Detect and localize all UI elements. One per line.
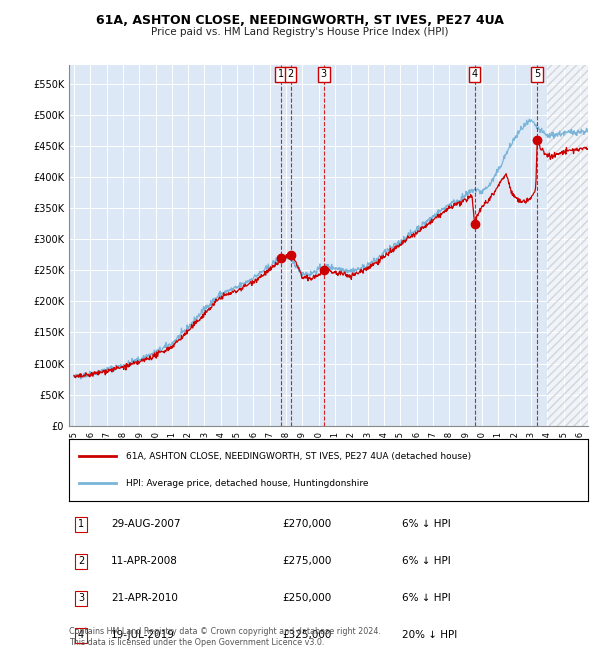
Text: 3: 3: [321, 70, 327, 79]
Text: HPI: Average price, detached house, Huntingdonshire: HPI: Average price, detached house, Hunt…: [126, 478, 368, 488]
Text: 3: 3: [78, 593, 84, 603]
Text: 2: 2: [287, 70, 294, 79]
Text: 6% ↓ HPI: 6% ↓ HPI: [402, 593, 451, 603]
Text: 21-APR-2010: 21-APR-2010: [111, 593, 178, 603]
Text: 20% ↓ HPI: 20% ↓ HPI: [402, 630, 457, 640]
Text: £250,000: £250,000: [282, 593, 331, 603]
Text: Price paid vs. HM Land Registry's House Price Index (HPI): Price paid vs. HM Land Registry's House …: [151, 27, 449, 37]
Text: £325,000: £325,000: [282, 630, 331, 640]
Text: 61A, ASHTON CLOSE, NEEDINGWORTH, ST IVES, PE27 4UA (detached house): 61A, ASHTON CLOSE, NEEDINGWORTH, ST IVES…: [126, 452, 471, 461]
Text: 6% ↓ HPI: 6% ↓ HPI: [402, 556, 451, 566]
Text: 6% ↓ HPI: 6% ↓ HPI: [402, 519, 451, 529]
Text: 4: 4: [472, 70, 478, 79]
Bar: [547, 53, 588, 426]
Text: 2: 2: [78, 556, 84, 566]
Text: 11-APR-2008: 11-APR-2008: [111, 556, 178, 566]
Text: 61A, ASHTON CLOSE, NEEDINGWORTH, ST IVES, PE27 4UA: 61A, ASHTON CLOSE, NEEDINGWORTH, ST IVES…: [96, 14, 504, 27]
Text: Contains HM Land Registry data © Crown copyright and database right 2024.
This d: Contains HM Land Registry data © Crown c…: [69, 627, 381, 647]
Text: 1: 1: [78, 519, 84, 529]
Text: £270,000: £270,000: [282, 519, 331, 529]
Text: 1: 1: [277, 70, 284, 79]
Text: 19-JUL-2019: 19-JUL-2019: [111, 630, 175, 640]
Text: 5: 5: [534, 70, 541, 79]
Text: 4: 4: [78, 630, 84, 640]
Text: £275,000: £275,000: [282, 556, 331, 566]
Text: 29-AUG-2007: 29-AUG-2007: [111, 519, 181, 529]
